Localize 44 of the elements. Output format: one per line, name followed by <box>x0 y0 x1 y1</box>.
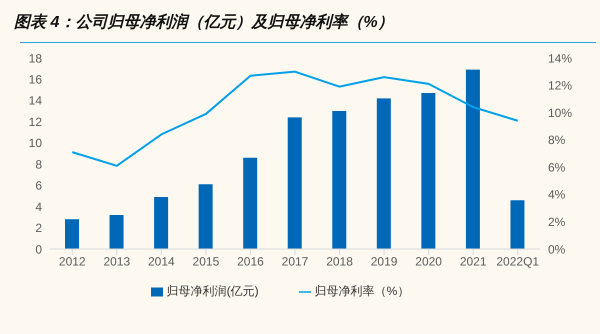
bar <box>65 219 79 249</box>
bar <box>332 111 346 249</box>
y2-tick-label: 12% <box>548 78 572 93</box>
bar <box>466 70 480 249</box>
y-tick-label: 16 <box>28 72 42 86</box>
x-tick-label: 2019 <box>370 254 398 269</box>
y2-tick-label: 2% <box>548 214 566 229</box>
y2-tick-label: 14% <box>548 51 572 66</box>
y-tick-label: 4 <box>35 200 42 214</box>
x-tick-label: 2020 <box>415 254 442 269</box>
bar <box>110 215 124 249</box>
x-tick-label: 2014 <box>148 254 176 269</box>
bar <box>243 158 258 249</box>
x-tick-label: 2013 <box>103 254 130 269</box>
y-tick-label: 6 <box>35 178 42 193</box>
x-tick-label: 2018 <box>326 254 354 269</box>
y2-tick-label: 6% <box>548 160 566 174</box>
bar <box>154 197 168 249</box>
bar <box>198 184 213 249</box>
y-tick-label: 18 <box>28 51 42 66</box>
legend-label: 归母净利润(亿元) <box>166 284 259 298</box>
y2-tick-label: 10% <box>548 106 572 120</box>
y-tick-label: 8 <box>35 157 42 172</box>
y-tick-label: 10 <box>28 136 42 150</box>
y2-tick-label: 8% <box>548 133 566 148</box>
bar <box>288 117 302 249</box>
y2-tick-label: 4% <box>548 188 566 202</box>
y2-tick-label: 0% <box>548 242 566 256</box>
x-tick-label: 2012 <box>58 254 86 269</box>
legend-label: 归母净利率（%） <box>314 284 410 298</box>
x-tick-label: 2016 <box>237 254 264 269</box>
line-series <box>71 70 519 167</box>
y-tick-label: 0 <box>35 242 42 256</box>
x-tick-label: 2015 <box>192 254 220 269</box>
x-tick-label: 2017 <box>282 254 309 269</box>
bar <box>421 93 436 249</box>
chart-title: 图表 4：公司归母净利润（亿元）及归母净利率（%） <box>14 12 394 33</box>
bar <box>510 200 524 249</box>
y-tick-label: 14 <box>28 94 42 108</box>
x-tick-label: 2021 <box>460 254 487 269</box>
bar <box>376 98 391 249</box>
x-tick-label: 2022Q1 <box>496 254 540 269</box>
y-tick-label: 12 <box>28 114 42 129</box>
y-tick-label: 2 <box>35 221 42 236</box>
